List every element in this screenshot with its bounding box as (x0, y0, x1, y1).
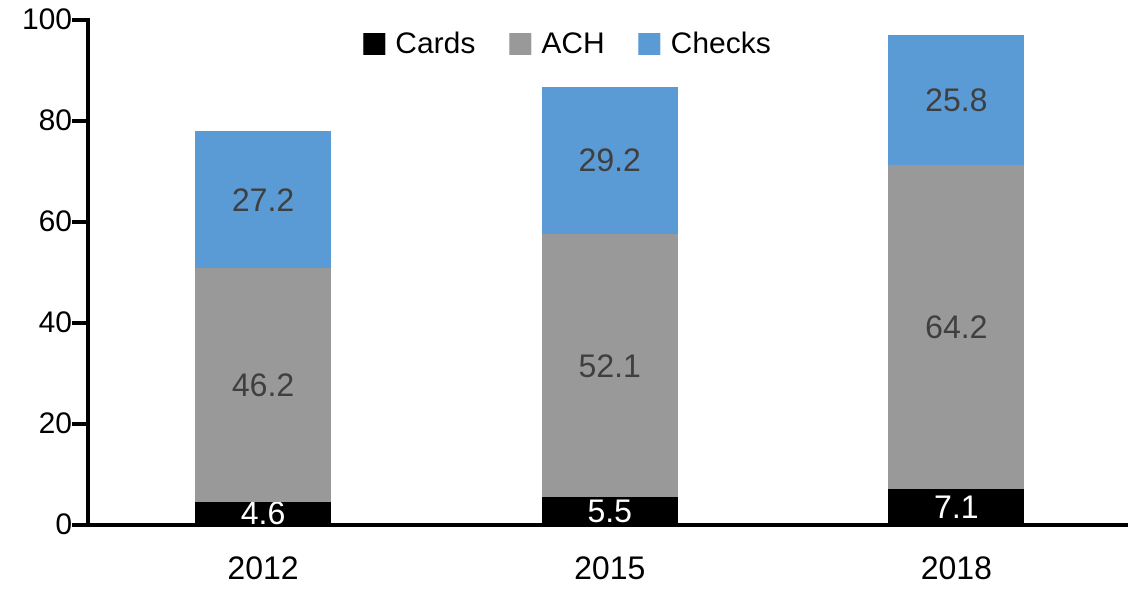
bar-segment-checks-2012: 27.2 (195, 131, 331, 269)
legend-label-ach: ACH (541, 27, 605, 60)
bar-2015: 5.5 52.1 29.2 (541, 86, 678, 530)
y-tick-label: 60 (38, 205, 72, 238)
bar-segment-cards-2012: 4.6 (195, 497, 331, 529)
bar-segment-ach-2012: 46.2 (195, 268, 331, 502)
y-tick-label: 80 (38, 104, 72, 137)
legend-swatch-checks-icon (638, 33, 661, 55)
y-tick-mark (72, 119, 86, 123)
legend-item-cards: Cards (363, 28, 475, 60)
y-tick-label: 40 (38, 306, 72, 339)
bar-segment-cards-2018: 7.1 (888, 489, 1025, 526)
bar-2012: 4.6 46.2 27.2 (195, 131, 331, 529)
y-tick-mark (72, 18, 86, 22)
legend: Cards ACH Checks (363, 27, 771, 60)
bar-value-label: 29.2 (578, 142, 641, 179)
bar-value-label: 64.2 (925, 309, 988, 346)
bar-value-label: 4.6 (240, 495, 286, 532)
bar-segment-checks-2015: 29.2 (541, 86, 678, 235)
legend-swatch-ach-icon (509, 33, 532, 55)
legend-label-cards: Cards (395, 27, 476, 60)
bar-value-label: 25.8 (925, 81, 988, 118)
bar-value-label: 5.5 (587, 493, 632, 530)
bar-segment-cards-2015: 5.5 (541, 493, 678, 530)
y-tick-label: 100 (21, 3, 72, 36)
legend-item-ach: ACH (509, 27, 605, 60)
x-axis-label-2018: 2018 (920, 550, 992, 586)
x-axis (86, 523, 1128, 527)
legend-swatch-cards-icon (363, 33, 386, 55)
y-tick-label: 0 (55, 508, 72, 541)
legend-label-checks: Checks (670, 27, 771, 60)
bar-value-label: 7.1 (934, 489, 979, 526)
y-tick-mark (72, 523, 86, 527)
bar-segment-checks-2018: 25.8 (888, 34, 1025, 165)
legend-item-checks: Checks (638, 27, 771, 60)
y-tick-mark (72, 321, 86, 325)
bar-segment-ach-2015: 52.1 (541, 234, 678, 498)
bar-value-label: 52.1 (578, 347, 641, 384)
x-axis-label-2012: 2012 (227, 550, 299, 586)
bar-value-label: 27.2 (231, 181, 295, 218)
bar-value-label: 46.2 (231, 367, 295, 404)
y-tick-label: 20 (38, 407, 72, 440)
bar-segment-ach-2018: 64.2 (888, 164, 1025, 490)
y-tick-mark (72, 220, 86, 224)
y-tick-mark (72, 422, 86, 426)
x-axis-label-2015: 2015 (574, 550, 646, 586)
y-axis (86, 18, 90, 527)
bar-2018: 7.1 64.2 25.8 (888, 34, 1025, 526)
